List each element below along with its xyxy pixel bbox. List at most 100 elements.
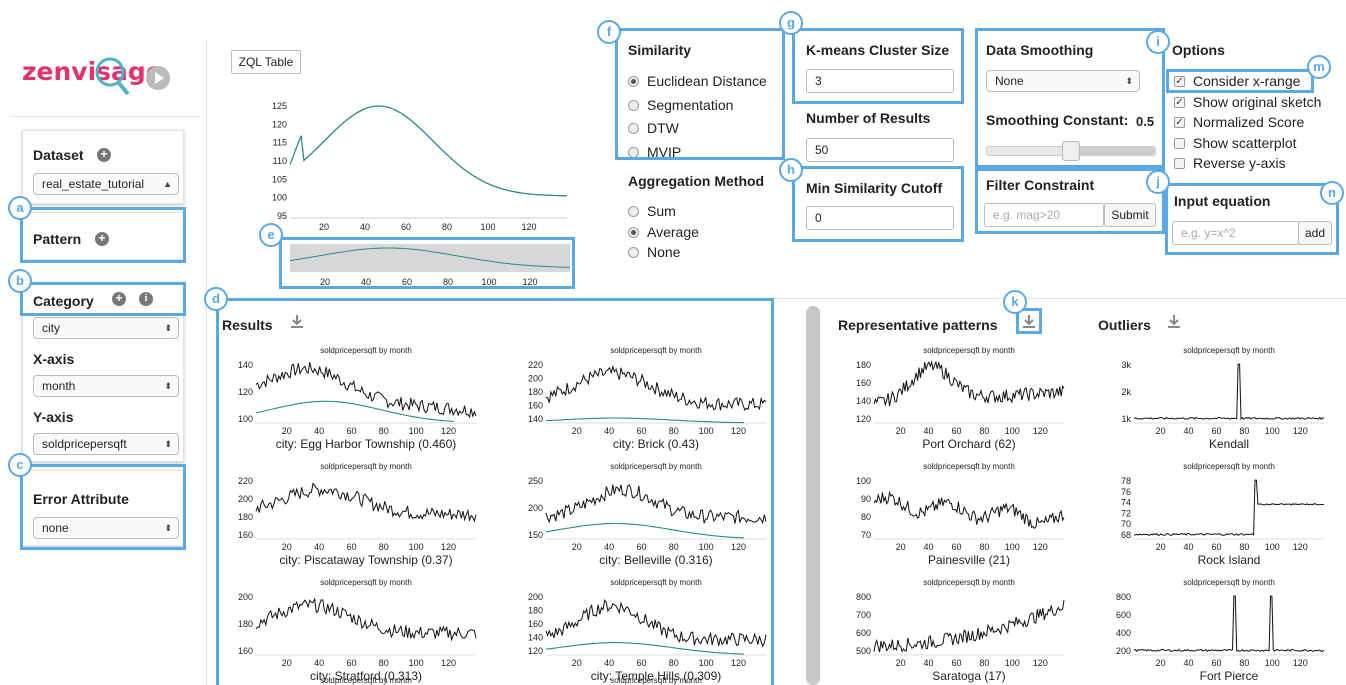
aggregation-radio-2[interactable] [628, 247, 639, 258]
callout-box-n [1165, 183, 1339, 255]
dataset-select-value: real_estate_tutorial [42, 177, 145, 191]
outliers-download-icon[interactable] [1166, 313, 1182, 329]
sketch-y-tick: 95 [277, 211, 287, 221]
option-checkbox-2[interactable]: ✓ [1174, 117, 1185, 128]
overview-brush[interactable] [290, 244, 570, 272]
sketch-y-tick: 100 [272, 193, 287, 203]
zql-table-button[interactable]: ZQL Table [231, 50, 301, 74]
min-sim-value: 0 [815, 211, 822, 225]
results-charts: soldpricepersqft by month 140 120 100 20 40 60… [238, 346, 767, 685]
smoothing-title: Data Smoothing [986, 42, 1094, 58]
aggregation-radio-1[interactable] [628, 226, 639, 238]
option-checkbox-0[interactable]: ✓ [1174, 76, 1185, 87]
chart-y-tick: 74 [1121, 498, 1131, 508]
chart-title: soldpricepersqft by month [1183, 462, 1275, 471]
top-divider [207, 298, 1346, 299]
add-category-icon[interactable]: + [112, 292, 126, 306]
dataset-panel: Dataset + real_estate_tutorial ▲ [22, 130, 184, 204]
overview-line [289, 247, 571, 268]
option-checkbox-3[interactable] [1174, 137, 1185, 149]
chart-x-tick: 120 [441, 658, 456, 668]
sketch-line[interactable] [289, 105, 568, 197]
aggregation-radio-0[interactable] [628, 206, 639, 217]
category-info-icon[interactable]: i [139, 292, 153, 306]
yaxis-select[interactable]: soldpricepersqft ⬍ [33, 433, 179, 455]
smoothing-slider[interactable] [986, 141, 1156, 161]
chart-x-tick: 120 [1033, 658, 1048, 668]
chart-x-tick: 20 [572, 542, 582, 552]
option-label: Show original sketch [1193, 93, 1322, 110]
chart-x-tick: 20 [282, 658, 292, 668]
num-results-value: 50 [815, 143, 829, 157]
overview-x-tick: 100 [481, 277, 496, 287]
sketch-x-tick: 80 [442, 222, 452, 232]
chart-x-tick: 60 [1211, 542, 1221, 552]
callout-box-c [20, 464, 186, 550]
sketch-canvas[interactable]: 125 120 115 110 105 100 95 20 40 60 80 100 120 [255, 88, 575, 233]
representative-download-icon[interactable] [1021, 313, 1037, 329]
results-title: Results [222, 317, 273, 333]
min-sim-input[interactable]: 0 [806, 206, 954, 230]
chart-y-tick: 600 [1116, 610, 1131, 620]
overview-x-tick: 120 [522, 277, 537, 287]
aggregation-option-label: None [647, 244, 681, 260]
chart-x-tick: 60 [1211, 658, 1221, 668]
chart-x-tick: 40 [314, 658, 324, 668]
num-results-input[interactable]: 50 [806, 138, 954, 162]
data-line [545, 598, 767, 648]
chart-x-tick: 80 [669, 658, 679, 668]
pattern-panel: Pattern + [22, 212, 184, 260]
data-line [255, 362, 477, 419]
option-checkbox-1[interactable]: ✓ [1174, 96, 1185, 108]
smoothing-select[interactable]: None ⬍ [986, 70, 1140, 92]
filter-submit-label: Submit [1111, 208, 1149, 222]
chart-title: soldpricepersqft by month [1183, 578, 1275, 587]
chart-x-tick: 40 [314, 542, 324, 552]
smoothing-constant-label: Smoothing Constant: [986, 112, 1129, 128]
chart-y-tick: 140 [238, 360, 253, 370]
category-label: Category [33, 293, 94, 309]
add-pattern-icon[interactable]: + [95, 232, 109, 246]
chart-x-tick: 80 [1239, 658, 1249, 668]
play-icon [155, 72, 164, 84]
x-range-overview[interactable]: 20 40 60 80 100 120 [285, 240, 575, 290]
chart-y-tick: 500 [856, 646, 871, 656]
results-download-icon[interactable] [289, 313, 305, 329]
chart-x-tick: 120 [731, 426, 746, 436]
chart-x-tick: 40 [604, 658, 614, 668]
chart-caption: city: Brick (0.43) [613, 437, 699, 451]
similarity-radio-1[interactable] [628, 99, 639, 111]
overview-x-tick: 20 [320, 277, 330, 287]
callout-box-d [216, 298, 774, 685]
kmeans-input[interactable]: 3 [806, 69, 954, 93]
error-select[interactable]: none ⬍ [33, 517, 179, 539]
sketch-x-tick: 60 [401, 222, 411, 232]
equation-add-button[interactable]: add [1298, 221, 1332, 245]
slider-handle[interactable] [1062, 141, 1080, 161]
category-select[interactable]: city ⬍ [33, 317, 179, 339]
equation-input[interactable]: e.g. y=x^2 [1172, 221, 1299, 245]
results-scrollbar[interactable] [806, 306, 820, 685]
chart-title: soldpricepersqft by month [320, 578, 412, 587]
aggregation-option-label: Average [647, 223, 699, 240]
option-checkbox-4[interactable] [1174, 158, 1185, 169]
filter-submit-button[interactable]: Submit [1104, 203, 1156, 227]
slider-fill [1072, 146, 1156, 156]
dataset-select[interactable]: real_estate_tutorial ▲ [33, 173, 179, 195]
xaxis-select[interactable]: month ⬍ [33, 375, 179, 397]
similarity-radio-0[interactable] [628, 76, 639, 87]
play-button[interactable] [146, 66, 170, 90]
filter-placeholder: e.g. mag>20 [993, 208, 1061, 222]
sketch-overlay-line [545, 417, 744, 424]
similarity-radio-2[interactable] [628, 123, 639, 134]
add-dataset-icon[interactable]: + [97, 148, 111, 162]
chart-x-tick: 120 [731, 542, 746, 552]
aggregation-option-label: Sum [647, 203, 676, 219]
chart-x-tick: 80 [979, 658, 989, 668]
filter-input[interactable]: e.g. mag>20 [984, 203, 1104, 227]
sketch-overlay-line [255, 400, 455, 423]
chart-y-tick: 160 [528, 401, 543, 411]
chart-x-tick: 100 [1265, 426, 1280, 436]
sidebar-divider [10, 116, 200, 117]
representative-title: Representative patterns [838, 317, 998, 333]
